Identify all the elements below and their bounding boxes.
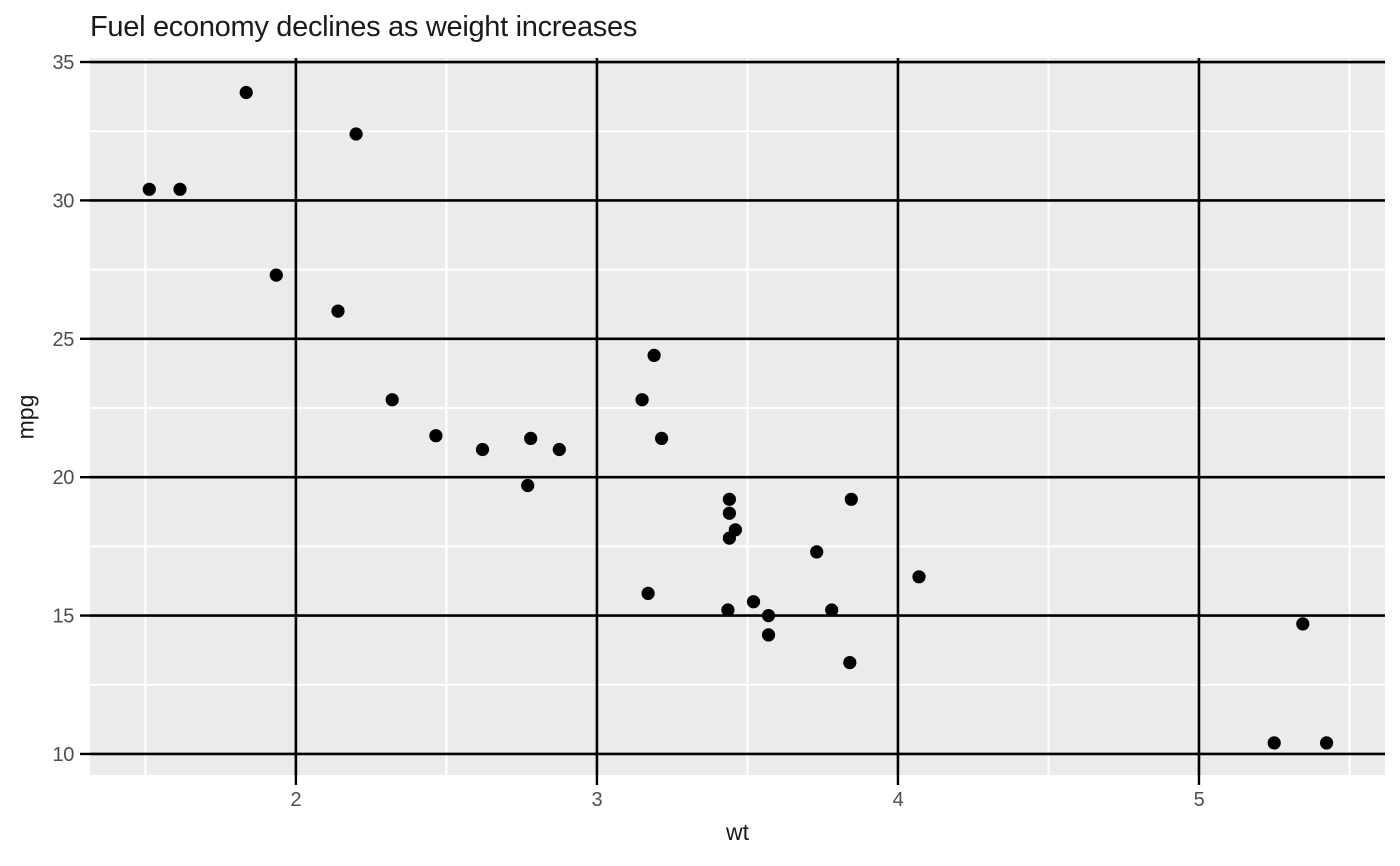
data-point <box>524 431 538 445</box>
data-point <box>722 492 737 506</box>
y-tick-label: 30 <box>53 190 75 212</box>
data-point <box>825 603 839 617</box>
x-tick-label: 4 <box>893 789 904 811</box>
data-point <box>1296 617 1310 631</box>
data-point <box>761 628 776 642</box>
grid-major <box>90 58 1385 775</box>
data-points <box>142 85 1334 750</box>
y-tick-label: 25 <box>53 329 75 351</box>
data-point <box>655 431 669 445</box>
y-tick-label: 35 <box>53 52 75 74</box>
data-point <box>1320 736 1334 750</box>
x-tick-label: 2 <box>291 789 302 811</box>
y-tick-label: 10 <box>53 744 75 766</box>
data-point <box>721 603 735 617</box>
data-point <box>269 268 283 282</box>
data-point <box>552 442 566 457</box>
y-axis-tick-labels: 10 15 20 25 30 35 <box>53 52 75 766</box>
data-point <box>429 429 443 443</box>
data-point <box>843 656 857 670</box>
data-point <box>722 506 737 520</box>
data-point <box>173 182 187 196</box>
x-axis-title: wt <box>726 819 749 845</box>
data-point <box>647 348 661 362</box>
data-point <box>142 182 156 196</box>
data-point <box>641 586 655 601</box>
x-tick-label: 5 <box>1194 789 1205 811</box>
data-point <box>810 545 824 559</box>
data-point <box>912 570 926 584</box>
data-point <box>239 85 253 100</box>
data-point <box>844 492 858 506</box>
data-point <box>385 393 399 407</box>
y-axis-title: mpg <box>12 394 39 440</box>
data-point <box>331 304 345 318</box>
data-point <box>746 595 761 609</box>
panel-background <box>90 58 1385 775</box>
data-point <box>475 442 490 457</box>
axis-ticks <box>80 60 1201 785</box>
data-point <box>722 531 737 545</box>
chart-title: Fuel economy declines as weight increase… <box>90 11 638 43</box>
x-axis-tick-labels: 2 3 4 5 <box>291 789 1205 811</box>
y-tick-label: 20 <box>53 467 75 489</box>
x-tick-label: 3 <box>592 789 603 811</box>
data-point <box>521 478 535 493</box>
data-point <box>635 393 649 407</box>
data-point <box>761 609 776 623</box>
grid-minor <box>90 58 1385 775</box>
y-tick-label: 15 <box>53 606 75 628</box>
data-point <box>1267 736 1281 750</box>
data-point <box>349 127 363 141</box>
